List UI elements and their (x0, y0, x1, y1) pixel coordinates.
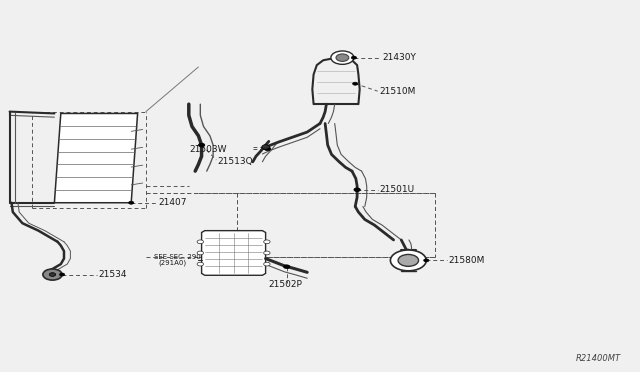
Circle shape (264, 251, 270, 255)
Circle shape (424, 259, 429, 262)
Circle shape (43, 269, 62, 280)
Circle shape (284, 265, 290, 269)
Text: R21400MT: R21400MT (575, 354, 621, 363)
Text: 21501U: 21501U (379, 185, 414, 194)
Text: 21502P: 21502P (269, 280, 303, 289)
Text: 21534: 21534 (99, 270, 127, 279)
Circle shape (197, 262, 204, 266)
Circle shape (351, 56, 356, 59)
Circle shape (198, 143, 205, 147)
Text: 21407: 21407 (158, 198, 187, 207)
Circle shape (354, 188, 360, 192)
Text: 21430Y: 21430Y (382, 53, 416, 62)
Text: 21503W: 21503W (189, 145, 227, 154)
Circle shape (262, 145, 269, 149)
Circle shape (264, 147, 271, 151)
Circle shape (49, 273, 56, 276)
Text: 21513Q: 21513Q (218, 157, 253, 166)
Circle shape (264, 240, 270, 244)
Polygon shape (202, 231, 266, 275)
Circle shape (336, 54, 349, 61)
Text: SEE SEC. 290: SEE SEC. 290 (154, 254, 200, 260)
Circle shape (197, 240, 204, 244)
Circle shape (390, 250, 426, 271)
Polygon shape (54, 113, 138, 203)
Text: (291A0): (291A0) (159, 259, 187, 266)
Circle shape (60, 273, 65, 276)
Circle shape (331, 51, 354, 64)
Circle shape (398, 254, 419, 266)
Circle shape (129, 201, 134, 204)
Text: 21580M: 21580M (448, 256, 484, 265)
Text: 21510M: 21510M (379, 87, 415, 96)
Circle shape (264, 262, 270, 266)
Circle shape (353, 82, 358, 85)
Circle shape (197, 251, 204, 255)
